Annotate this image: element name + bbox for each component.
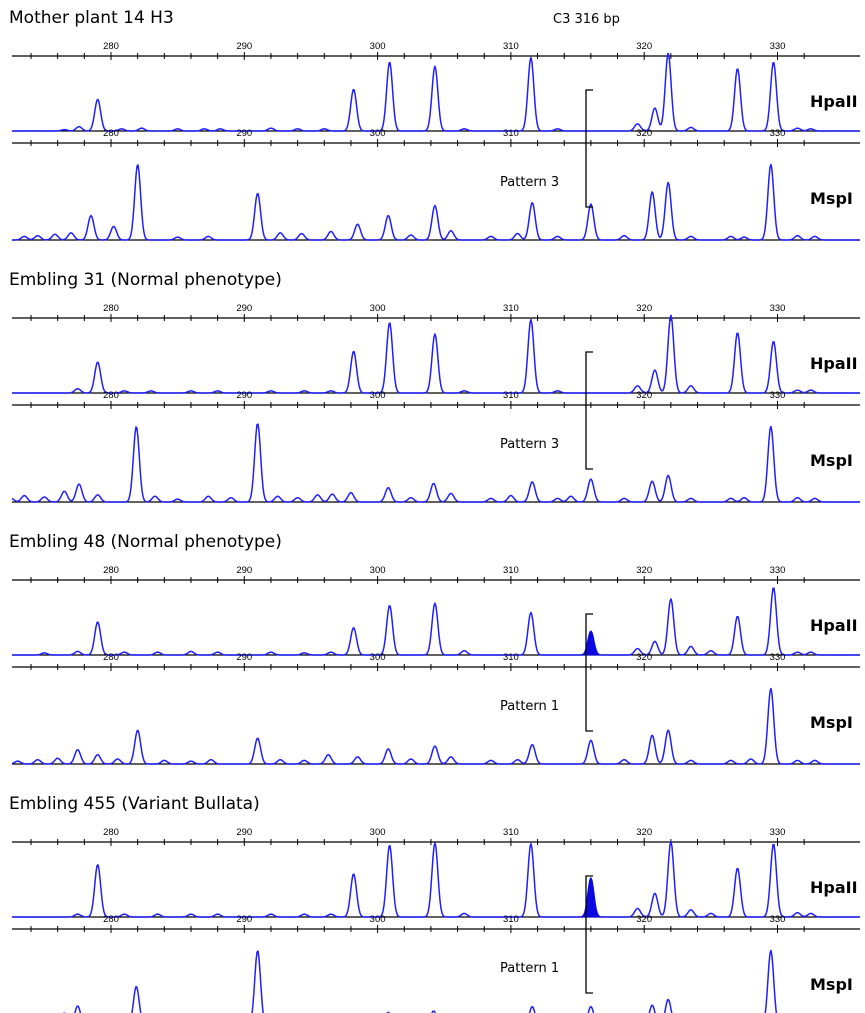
trace-mspi (11, 423, 860, 503)
panel-3: Embling 48 (Normal phenotype) 280 290 300 31… (9, 532, 860, 765)
trace-hpaii (12, 587, 860, 656)
lane-mspi: 280 290 300 310 320 330 MspI (12, 914, 860, 1013)
tick-label-320: 320 (636, 827, 652, 838)
panel-title: Embling 31 (Normal phenotype) (9, 270, 282, 290)
tick-label-300: 300 (370, 390, 386, 401)
pattern-label: Pattern 3 (500, 437, 559, 452)
tick-label-310: 310 (503, 128, 519, 139)
tick-label-280: 280 (103, 41, 119, 52)
tick-label-300: 300 (370, 565, 386, 576)
tick-label-330: 330 (770, 390, 786, 401)
enzyme-label: MspI (810, 451, 853, 470)
tick-label-330: 330 (770, 652, 786, 663)
tick-label-310: 310 (503, 565, 519, 576)
tick-label-320: 320 (636, 390, 652, 401)
enzyme-label: MspI (810, 713, 853, 732)
tick-label-300: 300 (370, 914, 386, 925)
tick-label-320: 320 (636, 303, 652, 314)
enzyme-label: MspI (810, 975, 853, 994)
pattern-bracket (585, 351, 593, 470)
trace-mspi (11, 687, 860, 765)
lane-hpaii: 280 290 300 310 320 330 HpaII (12, 41, 860, 132)
pattern-bracket (585, 875, 593, 994)
tick-label-310: 310 (503, 41, 519, 52)
tick-label-320: 320 (636, 128, 652, 139)
tick-label-280: 280 (103, 390, 119, 401)
trace-hpaii (12, 314, 860, 394)
tick-label-280: 280 (103, 565, 119, 576)
enzyme-label: HpaII (810, 354, 858, 373)
enzyme-label: HpaII (810, 92, 858, 111)
enzyme-label: HpaII (810, 616, 858, 635)
pattern-bracket (585, 89, 593, 208)
tick-label-300: 300 (370, 128, 386, 139)
tick-label-330: 330 (770, 303, 786, 314)
tick-label-290: 290 (236, 652, 252, 663)
tick-label-300: 300 (370, 652, 386, 663)
pattern-label: Pattern 1 (500, 961, 559, 976)
tick-label-280: 280 (103, 128, 119, 139)
lane-mspi: 280 290 300 310 320 330 MspI (11, 390, 860, 503)
panel-4: Embling 455 (Variant Bullata) 280 290 300 31… (9, 794, 860, 1013)
tick-label-290: 290 (236, 303, 252, 314)
lane-hpaii: 280 290 300 310 320 330 HpaII (12, 827, 860, 918)
tick-label-280: 280 (103, 914, 119, 925)
lane-mspi: 280 290 300 310 320 330 MspI (12, 128, 860, 241)
tick-label-290: 290 (236, 914, 252, 925)
tick-label-280: 280 (103, 303, 119, 314)
pattern-label: Pattern 3 (500, 175, 559, 190)
trace-hpaii (12, 840, 860, 918)
tick-label-290: 290 (236, 565, 252, 576)
panel-title: Mother plant 14 H3 (9, 8, 174, 28)
lane-mspi: 280 290 300 310 320 330 MspI (11, 652, 860, 765)
tick-label-330: 330 (770, 128, 786, 139)
panel-title: Embling 48 (Normal phenotype) (9, 532, 282, 552)
trace-hpaii (12, 52, 860, 132)
pattern-label: Pattern 1 (500, 699, 559, 714)
panel-title: Embling 455 (Variant Bullata) (9, 794, 260, 814)
tick-label-290: 290 (236, 390, 252, 401)
tick-label-290: 290 (236, 128, 252, 139)
enzyme-label: HpaII (810, 878, 858, 897)
panel-1: Mother plant 14 H3 280 290 300 310 320 330 HpaI… (9, 8, 860, 241)
tick-label-300: 300 (370, 827, 386, 838)
tick-label-320: 320 (636, 652, 652, 663)
pattern-bracket (585, 613, 593, 732)
trace-mspi (63, 949, 778, 1013)
tick-label-310: 310 (503, 652, 519, 663)
tick-label-290: 290 (236, 41, 252, 52)
trace-mspi (12, 163, 860, 241)
tick-label-330: 330 (770, 41, 786, 52)
tick-label-330: 330 (770, 827, 786, 838)
tick-label-330: 330 (770, 914, 786, 925)
tick-label-330: 330 (770, 565, 786, 576)
tick-label-280: 280 (103, 652, 119, 663)
lane-hpaii: 280 290 300 310 320 330 HpaII (12, 565, 860, 656)
tick-label-300: 300 (370, 303, 386, 314)
panel-2: Embling 31 (Normal phenotype) 280 290 300 31… (9, 270, 860, 503)
enzyme-label: MspI (810, 189, 853, 208)
tick-label-310: 310 (503, 827, 519, 838)
tick-label-280: 280 (103, 827, 119, 838)
tick-label-320: 320 (636, 914, 652, 925)
tick-label-320: 320 (636, 565, 652, 576)
tick-label-310: 310 (503, 303, 519, 314)
tick-label-290: 290 (236, 827, 252, 838)
tick-label-310: 310 (503, 914, 519, 925)
marker-label: C3 316 bp (553, 12, 620, 27)
tick-label-300: 300 (370, 41, 386, 52)
lane-hpaii: 280 290 300 310 320 330 HpaII (12, 303, 860, 394)
tick-label-310: 310 (503, 390, 519, 401)
panels-group: Mother plant 14 H3 280 290 300 310 320 330 HpaI… (9, 8, 860, 1013)
tick-label-320: 320 (636, 41, 652, 52)
